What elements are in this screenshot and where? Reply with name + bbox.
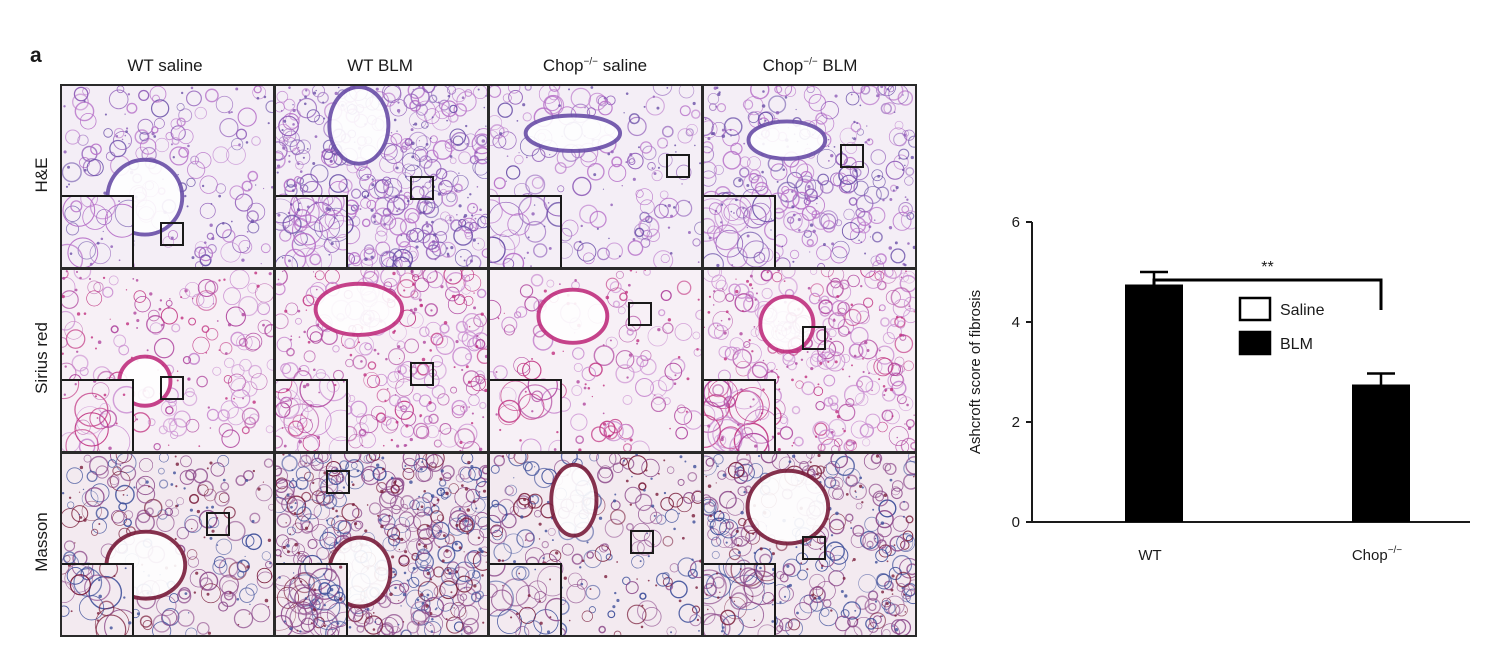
- histology-tile-r3-c2: [274, 452, 489, 637]
- region-of-interest-box: [802, 536, 826, 560]
- y-tick-label: 0: [1012, 514, 1020, 531]
- magnified-inset: [704, 195, 776, 267]
- y-tick-label: 6: [1012, 214, 1020, 231]
- magnified-inset: [62, 195, 134, 267]
- magnified-inset: [276, 379, 348, 451]
- significance-bracket: [1152, 278, 1383, 310]
- histology-tile-r1-c2: [274, 84, 489, 269]
- bar-blm-wt: [1125, 284, 1183, 522]
- region-of-interest-box: [630, 530, 654, 554]
- column-title-wt-saline: WT saline: [127, 56, 203, 75]
- bar-blm-chop: [1352, 384, 1410, 522]
- y-axis-label: Ashcroft score of fibrosis: [967, 290, 984, 454]
- magnified-inset: [276, 195, 348, 267]
- column-title-chop-saline: Chop−/− saline: [542, 56, 648, 75]
- magnified-inset: [62, 563, 134, 635]
- region-of-interest-box: [628, 302, 652, 326]
- y-tick-label: 2: [1012, 414, 1020, 431]
- region-of-interest-box: [410, 176, 434, 200]
- histology-tile-r3-c3: [488, 452, 703, 637]
- region-of-interest-box: [840, 144, 864, 168]
- magnified-inset: [276, 563, 348, 635]
- region-of-interest-box: [410, 362, 434, 386]
- legend-swatch-blm: [1238, 330, 1272, 356]
- legend-label-saline: Saline: [1280, 302, 1325, 319]
- histology-tile-r3-c1: [60, 452, 275, 637]
- magnified-inset: [490, 379, 562, 451]
- region-of-interest-box: [666, 154, 690, 178]
- magnified-inset: [62, 379, 134, 451]
- histology-tile-r1-c4: [702, 84, 917, 269]
- histology-tile-r3-c4: [702, 452, 917, 637]
- histology-tile-r2-c1: [60, 268, 275, 453]
- column-title-wt-blm: WT BLM: [347, 56, 413, 75]
- significance-stars: **: [1261, 259, 1273, 276]
- magnified-inset: [704, 379, 776, 451]
- tissue-texture: [704, 86, 915, 267]
- row-label-masson: Masson: [32, 512, 51, 572]
- legend-swatch-saline: [1238, 296, 1272, 322]
- region-of-interest-box: [206, 512, 230, 536]
- y-tick-label: 4: [1012, 314, 1020, 331]
- legend-label-blm: BLM: [1280, 336, 1313, 353]
- column-title-chop-blm: Chop−/− BLM: [762, 56, 858, 75]
- ashcroft-score-chart: 0 2 4 6 Ashcroft score of fibrosis WT Chop−/− *…: [967, 214, 1470, 564]
- histology-tile-r2-c2: [274, 268, 489, 453]
- row-label-he: H&E: [32, 157, 51, 193]
- region-of-interest-box: [326, 470, 350, 494]
- panel-letter: a: [30, 44, 42, 67]
- magnified-inset: [704, 563, 776, 635]
- magnified-inset: [490, 563, 562, 635]
- histology-tile-r2-c4: [702, 268, 917, 453]
- region-of-interest-box: [160, 222, 184, 246]
- row-label-sirius-red: Sirius red: [32, 322, 51, 394]
- histology-image-grid: [60, 84, 917, 637]
- histology-tile-r2-c3: [488, 268, 703, 453]
- region-of-interest-box: [160, 376, 184, 400]
- x-tick-label-wt: WT: [1138, 547, 1161, 564]
- histology-tile-r1-c3: [488, 84, 703, 269]
- histology-tile-r1-c1: [60, 84, 275, 269]
- region-of-interest-box: [802, 326, 826, 350]
- magnified-inset: [490, 195, 562, 267]
- x-tick-label-chop: Chop−/−: [1352, 545, 1402, 564]
- tissue-texture: [704, 454, 915, 635]
